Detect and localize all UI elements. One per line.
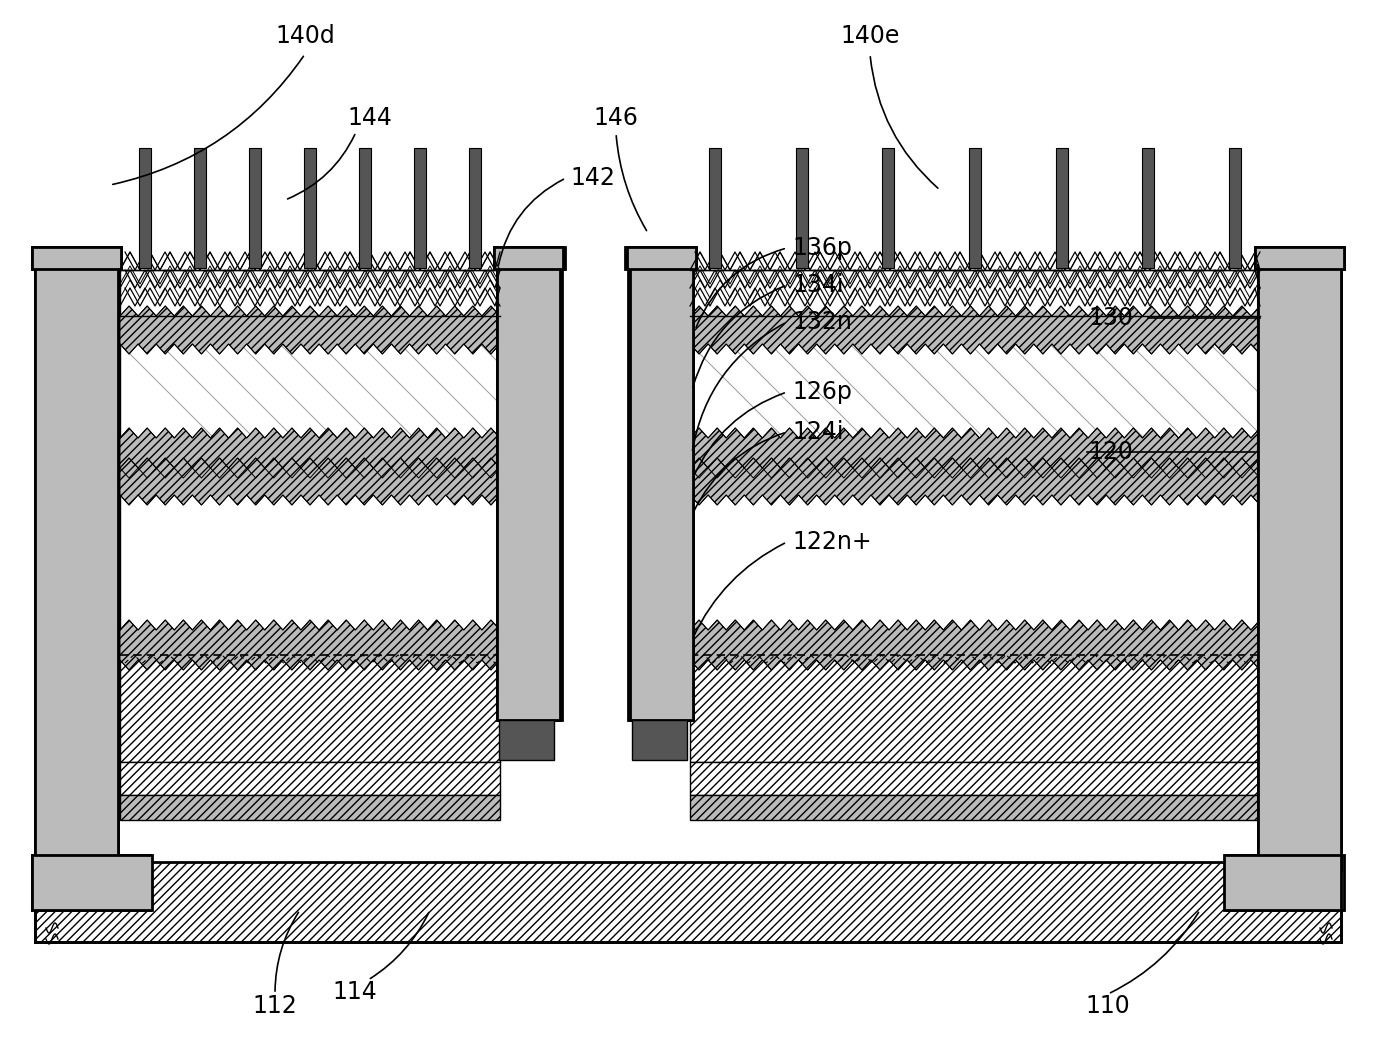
Text: 136p: 136p [793,236,852,260]
Text: 124i: 124i [793,420,843,445]
Bar [1258,265,1342,870]
Polygon shape [120,620,499,670]
FancyArrowPatch shape [692,286,784,387]
Bar [414,148,427,268]
Bar [499,720,555,760]
Polygon shape [689,306,1260,354]
Bar [497,265,561,720]
Bar [689,496,1260,630]
FancyArrowPatch shape [288,134,355,199]
FancyArrowPatch shape [616,135,647,231]
FancyArrowPatch shape [694,392,784,478]
Text: 146: 146 [593,106,638,130]
Bar [494,247,566,269]
Bar [34,265,118,870]
Bar [469,148,482,268]
FancyArrowPatch shape [275,912,299,991]
Bar [1229,148,1241,268]
Bar [32,247,121,269]
Bar [32,855,151,910]
Polygon shape [120,428,499,478]
Bar [32,247,121,269]
Bar [795,148,808,268]
FancyArrowPatch shape [692,324,784,451]
Bar [32,855,150,910]
Bar [627,265,694,720]
Polygon shape [689,428,1260,478]
Text: 142: 142 [570,166,615,191]
Text: 112: 112 [253,994,297,1018]
FancyArrowPatch shape [1110,912,1198,993]
Bar [120,344,499,438]
Text: 144: 144 [348,106,392,130]
Bar [709,148,721,268]
Text: 114: 114 [333,980,377,1004]
Bar [632,720,687,760]
FancyArrowPatch shape [694,543,784,637]
Bar [120,795,499,820]
Text: 140e: 140e [841,24,900,48]
Bar [625,247,696,269]
Bar [194,148,206,268]
Bar [1255,247,1344,269]
Text: 132n: 132n [793,310,852,334]
Bar [1258,265,1342,870]
Bar [120,496,499,630]
FancyArrowPatch shape [370,913,429,979]
FancyArrowPatch shape [694,433,784,512]
Bar [689,795,1260,820]
Text: 140d: 140d [275,24,334,48]
Polygon shape [120,458,499,505]
Bar [882,148,894,268]
Bar [1055,148,1068,268]
Bar [120,270,499,316]
Text: 110: 110 [1086,994,1130,1018]
Bar [1142,148,1154,268]
Bar [689,655,1260,762]
Bar [249,148,261,268]
Bar [34,265,118,870]
Bar [139,148,151,268]
Polygon shape [689,458,1260,505]
Bar [1226,855,1344,910]
Bar [1255,247,1344,269]
Bar [689,762,1260,795]
Text: 126p: 126p [793,380,852,404]
Polygon shape [689,620,1260,670]
Text: 134i: 134i [793,273,843,297]
Bar [120,655,499,762]
Bar [1225,855,1342,910]
FancyArrowPatch shape [870,57,938,188]
Bar [627,247,696,269]
Bar [689,270,1260,316]
Text: 120: 120 [1088,440,1132,464]
Bar [304,148,316,268]
Bar [630,265,694,720]
FancyArrowPatch shape [113,56,304,184]
Polygon shape [120,306,499,354]
Bar [120,762,499,795]
Bar [494,247,563,269]
Bar [689,344,1260,438]
Text: 122n+: 122n+ [793,530,871,554]
FancyArrowPatch shape [498,179,564,265]
Bar [497,265,560,720]
Bar [359,148,372,268]
Text: 130: 130 [1088,306,1132,330]
FancyArrowPatch shape [696,249,784,328]
Bar [34,862,1342,942]
Bar [969,148,981,268]
